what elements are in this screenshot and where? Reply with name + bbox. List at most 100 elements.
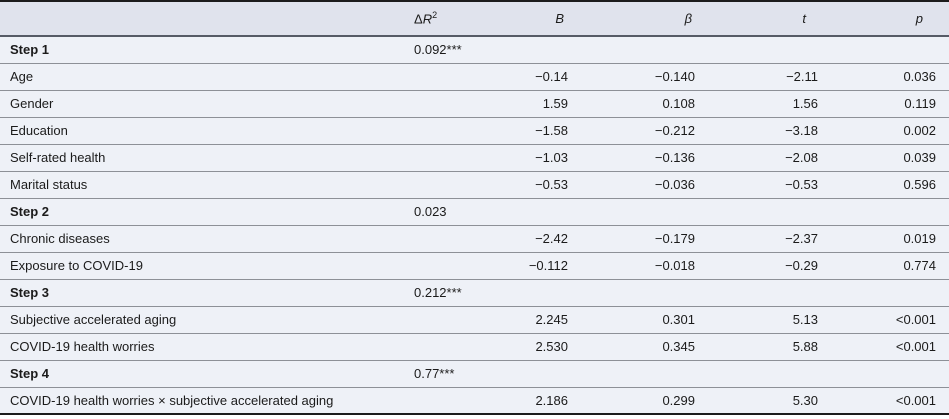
cell-t: −2.08	[785, 150, 818, 165]
cell-t: −0.29	[785, 258, 818, 273]
cell-b: −0.112	[528, 258, 568, 273]
table-row-step-1: Step 1 0.092***	[0, 36, 949, 63]
cell-p	[850, 36, 949, 63]
cell-delta-r2	[370, 306, 490, 333]
cell-t: −0.53	[785, 177, 818, 192]
cell-b: 1.59	[542, 96, 568, 111]
header-b: B	[555, 11, 564, 26]
header-delta-r-squared: ΔR2	[370, 1, 490, 36]
row-label: Step 4	[10, 366, 50, 381]
row-label: Step 3	[10, 285, 50, 300]
row-label: Age	[10, 69, 34, 84]
row-label: Chronic diseases	[10, 231, 110, 246]
cell-p: 0.002	[903, 123, 936, 138]
row-label: Marital status	[10, 177, 88, 192]
cell-b: 2.186	[535, 392, 568, 408]
cell-p: 0.019	[903, 231, 936, 246]
cell-beta: −0.140	[654, 69, 695, 84]
table-row-gender: Gender 1.59 0.108 1.56 0.119	[0, 90, 949, 117]
cell-b: −0.53	[535, 177, 568, 192]
row-label: Education	[10, 123, 68, 138]
r-squared-exponent: 2	[432, 10, 438, 21]
cell-t: −2.37	[785, 231, 818, 246]
cell-b: 2.245	[535, 312, 568, 327]
table-row-marital-status: Marital status −0.53 −0.036 −0.53 0.596	[0, 171, 949, 198]
cell-p: <0.001	[895, 392, 936, 408]
cell-beta: −0.179	[654, 231, 695, 246]
table-row-covid-19-health-worries: COVID-19 health worries 2.530 0.345 5.88…	[0, 333, 949, 360]
row-label: Step 2	[10, 204, 50, 219]
cell-delta-r2	[370, 225, 490, 252]
cell-delta-r2: 0.77***	[414, 366, 455, 381]
cell-beta	[610, 198, 730, 225]
cell-p	[850, 198, 949, 225]
header-p: p	[915, 11, 923, 26]
cell-delta-r2	[370, 90, 490, 117]
table-row-exposure-to-covid-19: Exposure to COVID-19 −0.112 −0.018 −0.29…	[0, 252, 949, 279]
cell-beta	[610, 279, 730, 306]
row-label: COVID-19 health worries	[10, 339, 155, 354]
cell-t	[730, 360, 850, 387]
cell-delta-r2	[370, 333, 490, 360]
cell-b: −2.42	[535, 231, 568, 246]
cell-b	[490, 360, 610, 387]
cell-delta-r2: 0.023	[414, 204, 447, 219]
table-row-education: Education −1.58 −0.212 −3.18 0.002	[0, 117, 949, 144]
cell-t	[730, 279, 850, 306]
cell-t: −2.11	[786, 69, 818, 84]
cell-t: 5.30	[792, 392, 818, 408]
header-beta: β	[684, 11, 692, 26]
cell-p: 0.774	[903, 258, 936, 273]
table-row-step-4: Step 4 0.77***	[0, 360, 949, 387]
table-row-age: Age −0.14 −0.140 −2.11 0.036	[0, 63, 949, 90]
cell-t: 5.88	[792, 339, 818, 354]
cell-beta: 0.301	[662, 312, 695, 327]
table-row-chronic-diseases: Chronic diseases −2.42 −0.179 −2.37 0.01…	[0, 225, 949, 252]
cell-delta-r2	[370, 117, 490, 144]
row-label: COVID-19 health worries × subjective acc…	[10, 392, 334, 408]
cell-p: <0.001	[895, 312, 936, 327]
cell-b: −1.58	[535, 123, 568, 138]
cell-beta: 0.299	[662, 392, 695, 408]
row-label: Self-rated health	[10, 150, 106, 165]
table-row-step-3: Step 3 0.212***	[0, 279, 949, 306]
cell-t	[730, 36, 850, 63]
table-row-self-rated-health: Self-rated health −1.03 −0.136 −2.08 0.0…	[0, 144, 949, 171]
cell-b	[490, 36, 610, 63]
cell-b: −0.14	[535, 69, 568, 84]
cell-delta-r2	[370, 63, 490, 90]
table-row-step-2: Step 2 0.023	[0, 198, 949, 225]
cell-delta-r2	[370, 144, 490, 171]
row-label: Exposure to COVID-19	[10, 258, 143, 273]
cell-beta	[610, 36, 730, 63]
cell-delta-r2	[370, 252, 490, 279]
cell-delta-r2	[370, 387, 490, 414]
cell-beta	[610, 360, 730, 387]
cell-delta-r2: 0.212***	[414, 285, 462, 300]
cell-delta-r2	[370, 171, 490, 198]
cell-b: −1.03	[535, 150, 568, 165]
cell-beta: −0.212	[654, 123, 695, 138]
cell-beta: 0.108	[662, 96, 695, 111]
header-t: t	[802, 11, 806, 26]
cell-beta: −0.036	[654, 177, 695, 192]
cell-delta-r2: 0.092***	[414, 42, 462, 58]
header-row: ΔR2 B β t p	[0, 1, 949, 36]
cell-p: 0.039	[903, 150, 936, 165]
cell-p: <0.001	[895, 339, 936, 354]
cell-t: 1.56	[792, 96, 818, 111]
cell-p	[850, 279, 949, 306]
cell-b: 2.530	[535, 339, 568, 354]
r-symbol: R	[422, 11, 433, 27]
cell-beta: −0.018	[654, 258, 695, 273]
cell-p: 0.596	[903, 177, 936, 192]
row-label: Subjective accelerated aging	[10, 312, 177, 327]
table-row-subjective-accelerated-aging: Subjective accelerated aging 2.245 0.301…	[0, 306, 949, 333]
cell-p	[850, 360, 949, 387]
cell-beta: −0.136	[654, 150, 695, 165]
cell-b	[490, 279, 610, 306]
delta-symbol: Δ	[414, 11, 423, 27]
cell-p: 0.119	[904, 96, 936, 111]
